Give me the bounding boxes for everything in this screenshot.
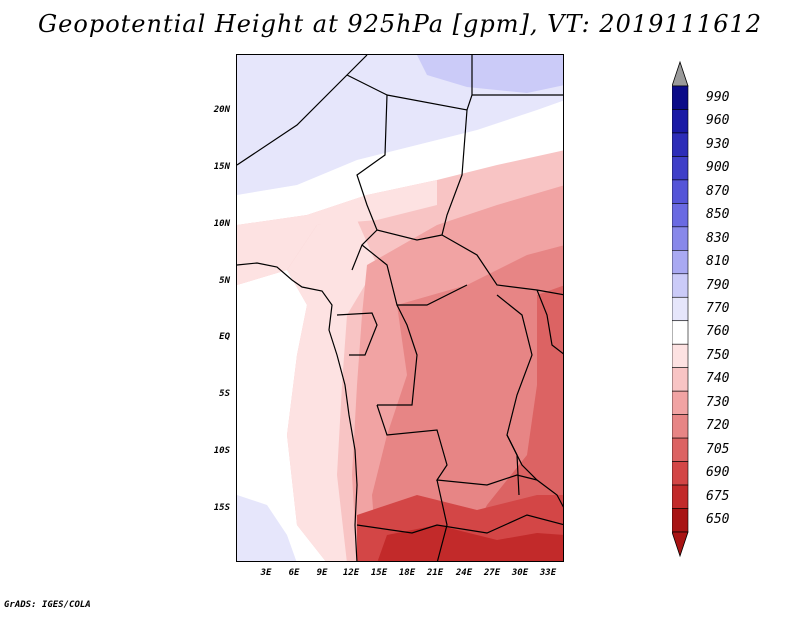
field-750-band: [287, 220, 377, 561]
field-750-north: [237, 180, 437, 285]
colorbar-level-label: 900: [706, 160, 730, 176]
field-770-band: [237, 55, 563, 195]
colorbar-level-label: 705: [706, 441, 730, 457]
colorbar-level-label: 830: [706, 230, 730, 246]
field-675-south: [377, 525, 563, 561]
colorbar-level-label: 650: [706, 512, 730, 528]
colorbar-swatch: [672, 132, 689, 157]
colorbar-swatch: [672, 85, 689, 110]
colorbar-level-label: 870: [706, 183, 730, 199]
lon-label-21e: 21E: [426, 568, 444, 578]
lat-label-5s: 5S: [219, 389, 230, 399]
field-705-region: [458, 285, 563, 561]
map-panel: [236, 54, 564, 562]
lon-label-15e: 15E: [370, 568, 388, 578]
colorbar-swatch: [672, 226, 689, 251]
field-760-west: [237, 270, 326, 561]
lat-label-15s: 15S: [213, 503, 230, 513]
lat-label-eq: EQ: [219, 332, 230, 342]
lon-label-18e: 18E: [398, 568, 416, 578]
geopotential-map: [237, 55, 563, 561]
colorbar-swatch: [672, 461, 689, 486]
colorbar-level-label: 930: [706, 136, 730, 152]
lon-label-27e: 27E: [483, 568, 501, 578]
colorbar-swatch: [672, 203, 689, 228]
colorbar-level-label: 720: [706, 418, 730, 434]
colorbar-level-label: 730: [706, 394, 730, 410]
colorbar-swatch: [672, 296, 689, 322]
lon-label-24e: 24E: [455, 568, 473, 578]
map-title: Geopotential Height at 925hPa [gpm], VT:…: [38, 10, 762, 38]
lat-label-20n: 20N: [213, 105, 230, 115]
colorbar-swatch: [672, 109, 689, 134]
colorbar-swatch: [672, 273, 689, 298]
lon-label-6e: 6E: [288, 568, 300, 578]
colorbar-swatch: [672, 367, 689, 392]
lon-label-30e: 30E: [511, 568, 529, 578]
colorbar-level-label: 760: [706, 324, 730, 340]
lon-label-33e: 33E: [539, 568, 557, 578]
field-790-band: [417, 55, 563, 93]
lon-label-12e: 12E: [342, 568, 360, 578]
colorbar-swatches: [672, 85, 689, 533]
colorbar-level-label: 675: [706, 488, 730, 504]
colorbar: [672, 60, 689, 558]
lat-label-15n: 15N: [213, 162, 230, 172]
lat-label-10s: 10S: [213, 446, 230, 456]
lat-label-5n: 5N: [219, 276, 230, 286]
coastlines-borders: [237, 55, 563, 561]
colorbar-level-label: 770: [706, 301, 730, 316]
lon-label-3e: 3E: [260, 568, 272, 578]
colorbar-swatch: [672, 437, 689, 462]
colorbar-level-label: 850: [706, 207, 730, 223]
lon-label-9e: 9E: [316, 568, 328, 578]
colorbar-swatch: [672, 320, 689, 345]
lat-label-10n: 10N: [213, 219, 230, 229]
colorbar-swatch: [672, 508, 689, 533]
colorbar-swatch: [672, 250, 689, 275]
colorbar-level-label: 690: [706, 465, 730, 481]
grads-credit: GrADS: IGES/COLA: [4, 600, 91, 610]
colorbar-level-label: 990: [706, 89, 730, 105]
colorbar-swatch: [672, 179, 689, 204]
colorbar-level-label: 750: [706, 347, 730, 363]
colorbar-swatch: [672, 156, 689, 181]
colorbar-swatch: [672, 414, 689, 439]
colorbar-level-label: 810: [706, 254, 730, 270]
colorbar-top-arrow: [672, 60, 689, 87]
colorbar-swatch: [672, 390, 689, 415]
colorbar-swatch: [672, 484, 689, 509]
colorbar-level-label: 790: [706, 277, 730, 293]
colorbar-swatch: [672, 343, 689, 368]
colorbar-level-label: 960: [706, 113, 730, 129]
field-770-southwest: [237, 495, 297, 561]
colorbar-bottom-arrow: [672, 531, 689, 558]
colorbar-level-label: 740: [706, 371, 730, 387]
